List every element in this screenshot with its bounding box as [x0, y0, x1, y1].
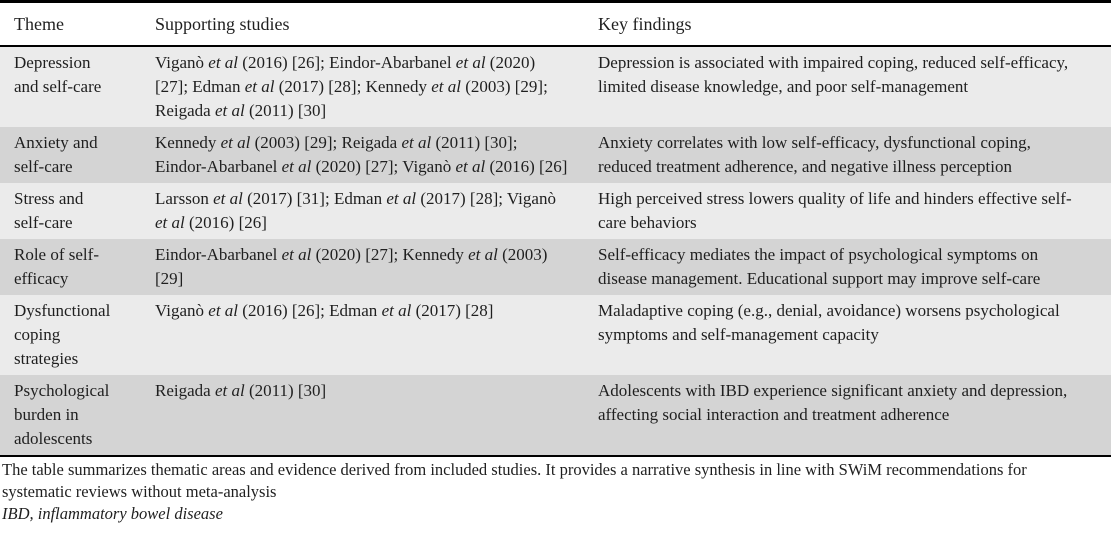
et-al-italic: et al [155, 213, 185, 232]
table-row: Dysfunctional coping strategies Viganò et… [0, 295, 1111, 375]
et-al-italic: et al [208, 53, 239, 72]
theme-cell: Stress and self-care [14, 189, 84, 232]
abbreviation-note: IBD, inflammatory bowel disease [2, 504, 223, 523]
column-header-supporting-studies: Supporting studies [155, 3, 598, 47]
key-findings-cell: Depression is associated with impaired c… [598, 53, 1069, 96]
et-al-italic: et al [468, 245, 498, 264]
supporting-studies-cell: Kennedy et al (2003) [29]; Reigada et al… [155, 133, 568, 176]
table-header: Theme Supporting studies Key findings [0, 3, 1111, 47]
table-row: Psychological burden in adolescents Reiga… [0, 375, 1111, 457]
table-row: Depression and self-care Viganò et al (20… [0, 46, 1111, 127]
key-findings-cell: Self-efficacy mediates the impact of psy… [598, 245, 1041, 288]
et-al-italic: et al [431, 77, 461, 96]
et-al-italic: et al [386, 189, 417, 208]
supporting-studies-cell: Eindor-Abarbanel et al (2020) [27]; Kenn… [155, 245, 548, 288]
evidence-table-container: Theme Supporting studies Key findings De… [0, 0, 1111, 457]
table-body: Depression and self-care Viganò et al (20… [0, 46, 1111, 457]
et-al-italic: et al [213, 189, 243, 208]
table-note: The table summarizes thematic areas and … [2, 460, 1027, 501]
theme-cell: Dysfunctional coping strategies [14, 301, 111, 368]
column-header-theme: Theme [0, 3, 155, 47]
table-row: Stress and self-care Larsson et al (2017)… [0, 183, 1111, 239]
theme-cell: Depression and self-care [14, 53, 102, 96]
theme-cell: Role of self-efficacy [14, 245, 99, 288]
supporting-studies-cell: Viganò et al (2016) [26]; Eindor-Abarban… [155, 53, 548, 120]
et-al-italic: et al [455, 157, 486, 176]
header-row: Theme Supporting studies Key findings [0, 3, 1111, 47]
key-findings-cell: Adolescents with IBD experience signific… [598, 375, 1111, 457]
et-al-italic: et al [401, 133, 432, 152]
et-al-italic: et al [281, 157, 312, 176]
theme-cell: Psychological burden in adolescents [0, 375, 155, 457]
et-al-italic: et al [214, 381, 245, 400]
supporting-studies-cell: Viganò et al (2016) [26]; Edman et al (2… [155, 301, 494, 320]
et-al-italic: et al [208, 301, 239, 320]
key-findings-cell: High perceived stress lowers quality of … [598, 189, 1072, 232]
table-row: Anxiety and self-care Kennedy et al (2003… [0, 127, 1111, 183]
theme-cell: Anxiety and self-care [14, 133, 98, 176]
table-row: Role of self-efficacy Eindor-Abarbanel et… [0, 239, 1111, 295]
table-footnotes: The table summarizes thematic areas and … [0, 457, 1111, 525]
et-al-italic: et al [214, 101, 245, 120]
summary-table: Theme Supporting studies Key findings De… [0, 3, 1111, 457]
et-al-italic: et al [455, 53, 486, 72]
et-al-italic: et al [244, 77, 275, 96]
et-al-italic: et al [381, 301, 412, 320]
et-al-italic: et al [281, 245, 312, 264]
column-header-key-findings: Key findings [598, 3, 1111, 47]
et-al-italic: et al [220, 133, 251, 152]
supporting-studies-cell: Reigada et al (2011) [30] [155, 375, 598, 457]
key-findings-cell: Maladaptive coping (e.g., denial, avoida… [598, 301, 1060, 344]
key-findings-cell: Anxiety correlates with low self-efficac… [598, 133, 1031, 176]
supporting-studies-cell: Larsson et al (2017) [31]; Edman et al (… [155, 189, 556, 232]
